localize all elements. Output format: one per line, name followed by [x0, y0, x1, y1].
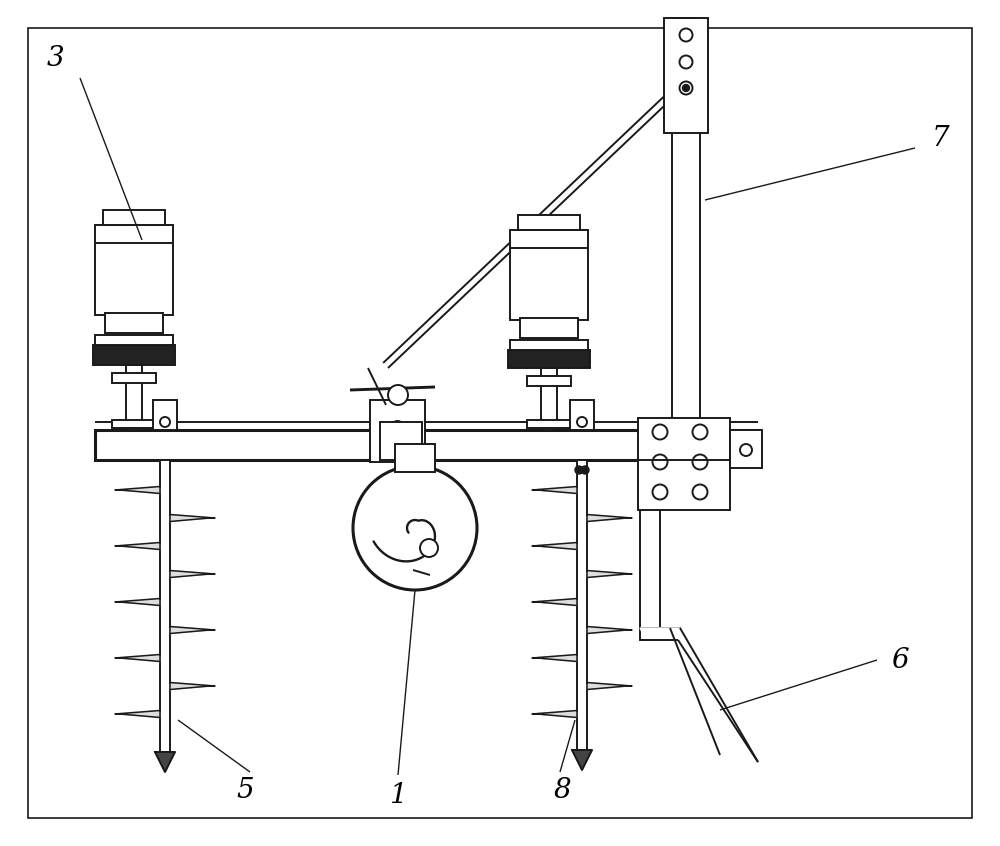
Polygon shape [170, 627, 215, 634]
Bar [95, 430, 758, 460]
Polygon shape [532, 486, 577, 493]
Bar [112, 420, 156, 428]
Bar [640, 628, 680, 640]
Bar [112, 373, 156, 383]
Circle shape [160, 417, 170, 427]
Bar [527, 376, 571, 386]
Text: 5: 5 [236, 777, 254, 804]
Bar [95, 225, 173, 315]
Bar [103, 210, 165, 225]
Bar [541, 368, 557, 430]
Bar [640, 468, 660, 628]
Bar [93, 345, 175, 365]
Circle shape [652, 485, 668, 499]
Circle shape [680, 81, 692, 95]
Bar [153, 400, 177, 430]
Bar [510, 230, 588, 320]
Polygon shape [532, 598, 577, 606]
Circle shape [581, 466, 589, 474]
Polygon shape [115, 655, 160, 662]
Circle shape [353, 466, 477, 590]
Bar [370, 400, 425, 462]
Polygon shape [170, 570, 215, 578]
Text: 3: 3 [46, 45, 64, 72]
Bar [508, 350, 590, 368]
Circle shape [692, 454, 708, 470]
Polygon shape [170, 514, 215, 521]
Polygon shape [170, 683, 215, 689]
Polygon shape [587, 627, 632, 634]
Circle shape [692, 425, 708, 440]
Polygon shape [532, 542, 577, 550]
Bar [730, 430, 762, 468]
Bar [638, 418, 730, 510]
Bar [527, 420, 571, 428]
Bar [577, 460, 587, 750]
Circle shape [420, 539, 438, 557]
Bar [510, 340, 588, 350]
Circle shape [680, 56, 692, 69]
Circle shape [652, 425, 668, 440]
Circle shape [740, 444, 752, 456]
Text: 1: 1 [389, 782, 407, 809]
Bar [664, 18, 708, 133]
Circle shape [652, 454, 668, 470]
Bar [126, 365, 142, 430]
Circle shape [680, 29, 692, 41]
Polygon shape [115, 486, 160, 493]
Circle shape [692, 485, 708, 499]
Bar [95, 335, 173, 345]
Bar [395, 444, 435, 472]
Polygon shape [115, 598, 160, 606]
Polygon shape [115, 711, 160, 717]
Polygon shape [532, 655, 577, 662]
Text: 6: 6 [891, 646, 909, 673]
Polygon shape [587, 683, 632, 689]
Polygon shape [532, 711, 577, 717]
Bar [672, 18, 700, 472]
Circle shape [577, 417, 587, 427]
Bar [518, 215, 580, 230]
Circle shape [575, 466, 583, 474]
Polygon shape [587, 514, 632, 521]
Bar [570, 400, 594, 430]
Polygon shape [572, 750, 592, 770]
Bar [380, 422, 422, 460]
Polygon shape [640, 628, 760, 765]
Text: 8: 8 [553, 777, 571, 804]
Circle shape [390, 421, 404, 435]
Text: 7: 7 [931, 124, 949, 151]
Bar [520, 318, 578, 338]
Polygon shape [587, 570, 632, 578]
Polygon shape [115, 542, 160, 550]
Circle shape [682, 85, 690, 91]
Bar [105, 313, 163, 333]
Polygon shape [155, 752, 175, 772]
Circle shape [388, 385, 408, 405]
Bar [160, 460, 170, 752]
